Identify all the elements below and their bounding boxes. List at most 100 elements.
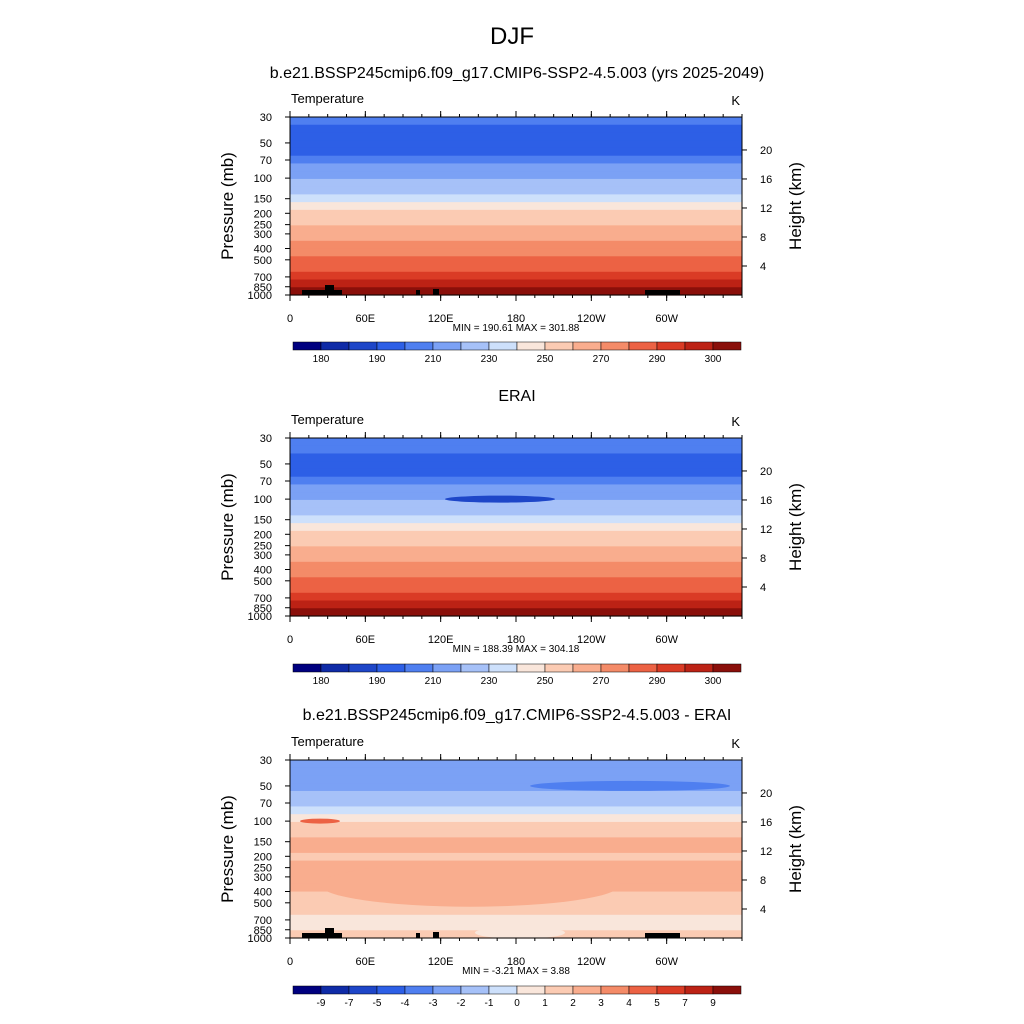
min-max-stats: MIN = -3.21 MAX = 3.88 xyxy=(462,966,570,977)
colorbar-swatch xyxy=(460,985,490,995)
contour-band xyxy=(290,569,742,578)
height-tick-label: 4 xyxy=(760,904,766,916)
height-tick-label: 4 xyxy=(760,582,766,594)
contour-band xyxy=(290,209,742,219)
contour-band xyxy=(290,476,742,486)
units-label: K xyxy=(731,414,740,429)
colorbar-label: 3 xyxy=(598,998,604,1009)
pressure-tick-label: 400 xyxy=(254,564,272,576)
contour-band xyxy=(290,202,742,211)
min-max-stats: MIN = 188.39 MAX = 304.18 xyxy=(453,644,580,655)
pressure-tick-label: 100 xyxy=(254,494,272,506)
pressure-tick-label: 100 xyxy=(254,173,272,185)
colorbar-label: 230 xyxy=(481,676,498,687)
height-tick-label: 20 xyxy=(760,788,772,800)
colorbar-swatch xyxy=(376,341,406,351)
contour-band xyxy=(290,256,742,265)
cold-core xyxy=(445,495,555,503)
colorbar-label: 290 xyxy=(649,354,666,365)
topography-block xyxy=(433,289,439,295)
pressure-tick-label: 400 xyxy=(254,243,272,255)
pressure-tick-label: 50 xyxy=(260,459,272,471)
colorbar-swatch xyxy=(544,341,574,351)
colorbar-swatch xyxy=(656,341,686,351)
lon-tick-label: 60W xyxy=(655,956,678,968)
colorbar-swatch xyxy=(628,985,658,995)
height-tick-label: 4 xyxy=(760,261,766,273)
contour-band xyxy=(290,829,742,838)
lon-tick-label: 120E xyxy=(428,956,454,968)
lon-tick-label: 180 xyxy=(507,956,525,968)
topography-block xyxy=(416,933,420,938)
contour-band xyxy=(290,264,742,273)
contour-band xyxy=(290,577,742,586)
lon-tick-label: 60E xyxy=(356,313,376,325)
contour-band xyxy=(290,124,742,134)
lon-tick-label: 120W xyxy=(577,313,606,325)
contour-band xyxy=(290,530,742,540)
colorbar-swatch xyxy=(600,985,630,995)
contour-band xyxy=(290,608,742,617)
colorbar-swatch xyxy=(488,985,518,995)
colorbar-swatch xyxy=(684,341,714,351)
warm-anomaly xyxy=(300,818,340,824)
pressure-tick-label: 200 xyxy=(254,208,272,220)
colorbar-label: 7 xyxy=(682,998,688,1009)
colorbar-swatch xyxy=(404,985,434,995)
colorbar-label: 9 xyxy=(710,998,716,1009)
panel-3: b.e21.BSSP245cmip6.f09_g17.CMIP6-SSP2-4.… xyxy=(218,707,805,1009)
pressure-tick-label: 1000 xyxy=(248,611,272,623)
colorbar-label: -9 xyxy=(317,998,326,1009)
colorbar-label: -4 xyxy=(401,998,410,1009)
lon-tick-label: 120E xyxy=(428,634,454,646)
height-tick-label: 8 xyxy=(760,232,766,244)
pressure-tick-label: 250 xyxy=(254,541,272,553)
colorbar-label: -3 xyxy=(429,998,438,1009)
colorbar-swatch xyxy=(292,985,322,995)
colorbar-label: 180 xyxy=(313,354,330,365)
pressure-tick-label: 50 xyxy=(260,138,272,150)
pressure-tick-label: 150 xyxy=(254,837,272,849)
contour-band xyxy=(290,515,742,524)
contour-band xyxy=(290,600,742,609)
lon-tick-label: 180 xyxy=(507,313,525,325)
colorbar-label: 5 xyxy=(654,998,660,1009)
colorbar-label: 180 xyxy=(313,676,330,687)
colorbar-swatch xyxy=(572,985,602,995)
lon-tick-label: 0 xyxy=(287,634,293,646)
contour-band xyxy=(290,783,742,792)
colorbar-label: 250 xyxy=(537,676,554,687)
contour-band xyxy=(290,163,742,172)
contour-band xyxy=(290,538,742,547)
pressure-tick-label: 850 xyxy=(254,603,272,615)
colorbar-label: 190 xyxy=(369,354,386,365)
height-tick-label: 20 xyxy=(760,145,772,157)
contour-band xyxy=(290,914,742,924)
panel-title: b.e21.BSSP245cmip6.f09_g17.CMIP6-SSP2-4.… xyxy=(303,707,732,724)
colorbar-swatch xyxy=(684,663,714,673)
contour-band xyxy=(290,837,742,846)
colorbar-swatch xyxy=(460,663,490,673)
colorbar-swatch xyxy=(656,663,686,673)
contour-band xyxy=(290,171,742,180)
min-max-stats: MIN = 190.61 MAX = 301.88 xyxy=(453,323,580,334)
pressure-tick-label: 200 xyxy=(254,851,272,863)
contour-band xyxy=(290,155,742,165)
figure-title: DJF xyxy=(490,23,534,50)
contour-band xyxy=(290,117,742,126)
lon-tick-label: 120W xyxy=(577,634,606,646)
colorbar-swatch xyxy=(488,663,518,673)
contour-band xyxy=(290,790,742,800)
colorbar-swatch xyxy=(712,985,742,995)
pressure-tick-label: 150 xyxy=(254,194,272,206)
topography-block xyxy=(416,290,420,295)
contour-band xyxy=(290,468,742,478)
contour-band xyxy=(290,507,742,516)
contour-band xyxy=(290,907,742,916)
height-tick-label: 16 xyxy=(760,174,772,186)
colorbar-swatch xyxy=(656,985,686,995)
contour-band xyxy=(290,438,742,447)
lon-tick-label: 0 xyxy=(287,313,293,325)
y-axis-label: Pressure (mb) xyxy=(218,473,237,581)
colorbar-swatch xyxy=(376,985,406,995)
